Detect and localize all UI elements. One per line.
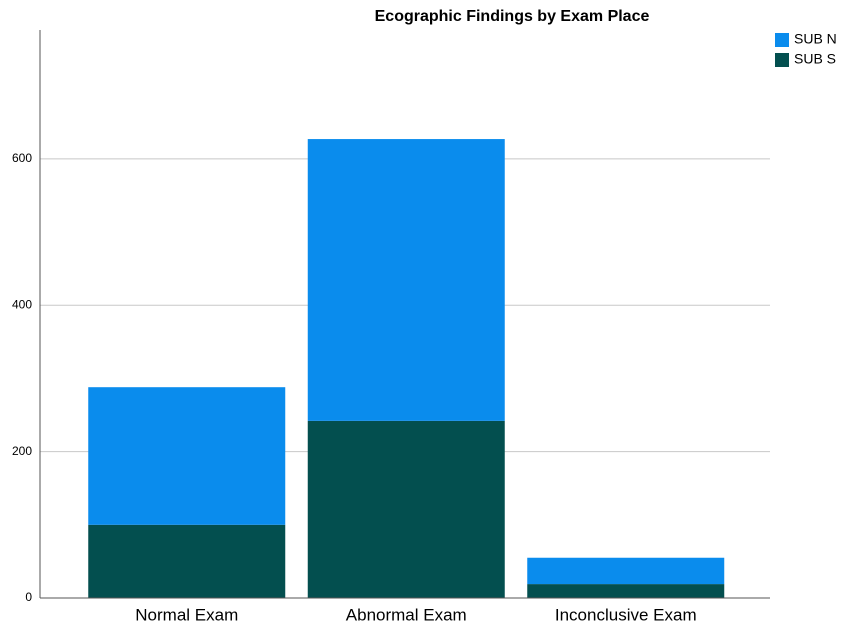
x-tick-label: Normal Exam bbox=[135, 605, 238, 624]
y-tick-label: 600 bbox=[12, 151, 32, 165]
bar-segment bbox=[527, 557, 725, 585]
x-tick-label: Abnormal Exam bbox=[346, 605, 467, 624]
bar-segment bbox=[88, 524, 286, 598]
y-tick-label: 200 bbox=[12, 444, 32, 458]
legend-swatch bbox=[775, 53, 789, 67]
y-tick-label: 400 bbox=[12, 297, 32, 311]
y-tick-label: 0 bbox=[25, 590, 32, 604]
bar-segment bbox=[307, 139, 505, 421]
legend-swatch bbox=[775, 33, 789, 47]
legend-label: SUB N bbox=[794, 31, 837, 47]
x-tick-label: Inconclusive Exam bbox=[555, 605, 697, 624]
bar-segment bbox=[307, 420, 505, 598]
chart-title: Ecographic Findings by Exam Place bbox=[375, 8, 650, 25]
bar-segment bbox=[527, 584, 725, 598]
bar-segment bbox=[88, 387, 286, 525]
legend-label: SUB S bbox=[794, 51, 836, 67]
